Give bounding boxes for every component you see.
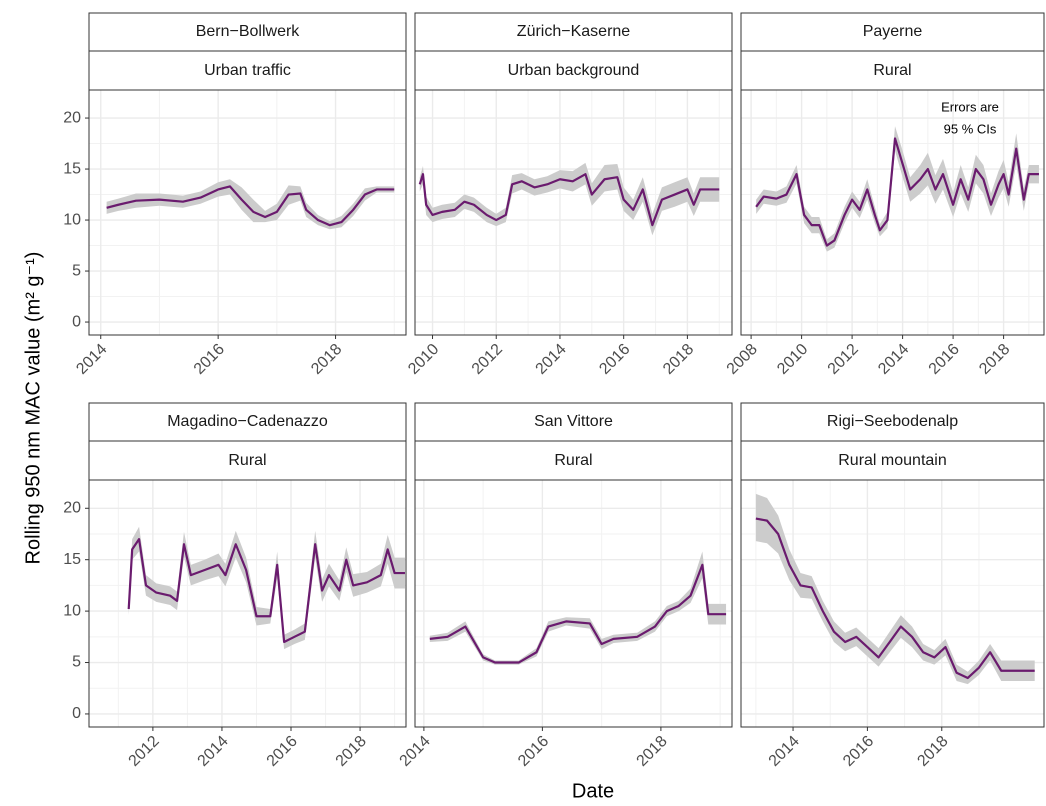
x-tick-label: 2016 bbox=[515, 733, 552, 770]
strip-title: Bern−Bollwerk bbox=[196, 23, 301, 40]
strip-box bbox=[414, 402, 733, 442]
x-tick-label: 2010 bbox=[774, 341, 811, 378]
annotation: 95 % CIs bbox=[944, 121, 997, 136]
panel-background bbox=[741, 480, 1044, 727]
data-line bbox=[755, 137, 1039, 247]
strip-box bbox=[414, 12, 733, 52]
x-tick-label: 2014 bbox=[766, 733, 803, 770]
panel-border bbox=[414, 479, 733, 728]
x-tick-label: 2018 bbox=[976, 341, 1013, 378]
x-tick-label: 2018 bbox=[914, 733, 951, 770]
x-tick-label: 2014 bbox=[875, 341, 912, 378]
x-tick-label: 2016 bbox=[264, 733, 301, 770]
panel-border bbox=[740, 479, 1045, 728]
annotation: Errors are bbox=[941, 99, 999, 114]
y-tick-label: 0 bbox=[72, 313, 81, 330]
strip-title: Magadino−Cadenazzo bbox=[167, 413, 328, 430]
x-tick-label: 2012 bbox=[126, 733, 163, 770]
y-tick-label: 20 bbox=[63, 109, 81, 126]
panel-border bbox=[740, 89, 1045, 336]
panel-background bbox=[89, 480, 406, 727]
panel-border bbox=[88, 479, 407, 728]
y-tick-label: 20 bbox=[63, 499, 81, 516]
strip-title: Zürich−Kaserne bbox=[517, 23, 630, 40]
strip-subtitle: Urban traffic bbox=[204, 62, 291, 79]
panel-border bbox=[88, 89, 407, 336]
x-axis-title: Date bbox=[572, 780, 614, 802]
y-tick-label: 15 bbox=[63, 160, 81, 177]
panel-border bbox=[414, 89, 733, 336]
x-tick-label: 2016 bbox=[191, 341, 228, 378]
x-tick-label: 2014 bbox=[533, 341, 570, 378]
strip-subtitle: Rural bbox=[228, 452, 266, 469]
confidence-ribbon bbox=[429, 551, 727, 665]
y-axis-title: Rolling 950 nm MAC value (m² g⁻¹) bbox=[22, 252, 44, 565]
x-tick-label: 2016 bbox=[926, 341, 963, 378]
strip-box bbox=[88, 12, 407, 52]
strip-box bbox=[740, 440, 1045, 481]
x-tick-label: 2014 bbox=[397, 733, 434, 770]
x-tick-label: 2010 bbox=[405, 341, 442, 378]
strip-box bbox=[88, 50, 407, 91]
y-tick-label: 10 bbox=[63, 602, 81, 619]
x-tick-label: 2012 bbox=[469, 341, 506, 378]
y-tick-label: 0 bbox=[72, 705, 81, 722]
x-tick-label: 2016 bbox=[840, 733, 877, 770]
data-line bbox=[418, 173, 720, 227]
strip-subtitle: Rural bbox=[554, 452, 592, 469]
y-tick-label: 5 bbox=[72, 262, 81, 279]
confidence-ribbon bbox=[419, 162, 720, 236]
strip-title: San Vittore bbox=[534, 413, 613, 430]
x-tick-label: 2016 bbox=[596, 341, 633, 378]
data-line bbox=[755, 517, 1035, 680]
strip-box bbox=[88, 402, 407, 442]
x-tick-label: 2018 bbox=[333, 733, 370, 770]
data-line bbox=[429, 563, 727, 664]
panel-background bbox=[415, 90, 732, 335]
y-tick-label: 10 bbox=[63, 211, 81, 228]
x-tick-label: 2014 bbox=[73, 341, 110, 378]
x-tick-label: 2014 bbox=[195, 733, 232, 770]
strip-subtitle: Rural bbox=[873, 62, 911, 79]
y-tick-label: 15 bbox=[63, 551, 81, 568]
x-tick-label: 2018 bbox=[660, 341, 697, 378]
confidence-ribbon bbox=[756, 126, 1039, 252]
data-line bbox=[106, 185, 395, 227]
data-line bbox=[127, 538, 405, 644]
x-tick-label: 2018 bbox=[634, 733, 671, 770]
x-tick-label: 2012 bbox=[825, 341, 862, 378]
x-tick-label: 2018 bbox=[308, 341, 345, 378]
strip-subtitle: Urban background bbox=[508, 62, 640, 79]
strip-subtitle: Rural mountain bbox=[838, 452, 947, 469]
x-tick-label: 2008 bbox=[724, 341, 761, 378]
strip-box bbox=[88, 440, 407, 481]
strip-title: Rigi−Seebodenalp bbox=[827, 413, 958, 430]
strip-box bbox=[414, 440, 733, 481]
confidence-ribbon bbox=[106, 179, 395, 230]
strip-box bbox=[740, 50, 1045, 91]
y-tick-label: 5 bbox=[72, 654, 81, 671]
panel-background bbox=[741, 90, 1044, 335]
strip-title: Payerne bbox=[863, 23, 923, 40]
